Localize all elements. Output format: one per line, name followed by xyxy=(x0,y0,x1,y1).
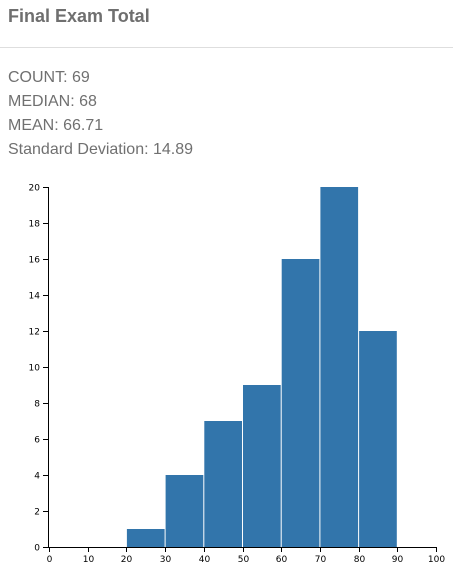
histogram-bar-60-70 xyxy=(281,259,320,547)
divider xyxy=(0,47,453,48)
stat-median: MEDIAN: 68 xyxy=(8,93,97,110)
x-tick-label: 80 xyxy=(354,555,366,565)
y-tick-label: 18 xyxy=(29,220,41,230)
x-tick-label: 50 xyxy=(238,555,250,565)
histogram-bar-80-90 xyxy=(359,331,397,547)
y-tick-label: 20 xyxy=(29,184,41,194)
x-tick-label: 0 xyxy=(47,555,53,565)
x-tick-label: 90 xyxy=(392,555,404,565)
y-tick-label: 2 xyxy=(34,508,40,518)
y-tick-label: 4 xyxy=(34,472,40,482)
y-tick-label: 12 xyxy=(29,328,40,338)
x-tick-label: 70 xyxy=(315,555,327,565)
y-tick-label: 0 xyxy=(34,544,40,554)
histogram-bar-30-40 xyxy=(165,475,204,547)
y-tick-label: 8 xyxy=(34,400,40,410)
x-tick-label: 30 xyxy=(160,555,172,565)
page-title: Final Exam Total xyxy=(8,6,150,26)
histogram-bar-50-60 xyxy=(243,385,281,547)
stats-panel: COUNT: 69 MEDIAN: 68 MEAN: 66.71 Standar… xyxy=(8,66,193,162)
histogram-bar-40-50 xyxy=(204,421,242,547)
x-tick-label: 60 xyxy=(276,555,288,565)
y-tick-label: 16 xyxy=(29,256,41,266)
stat-count: COUNT: 69 xyxy=(8,69,90,86)
histogram-bar-70-80 xyxy=(320,187,359,547)
stat-mean: MEAN: 66.71 xyxy=(8,117,104,134)
y-tick-label: 10 xyxy=(29,364,41,374)
y-tick-label: 6 xyxy=(34,436,40,446)
y-tick-label: 14 xyxy=(29,292,41,302)
x-tick-label: 20 xyxy=(121,555,133,565)
stat-std: Standard Deviation: 14.89 xyxy=(8,141,194,158)
x-tick-label: 100 xyxy=(428,555,445,565)
x-tick-label: 10 xyxy=(83,555,95,565)
histogram-bar-20-30 xyxy=(126,529,165,547)
axes-group: 0 10 20 30 40 50 60 70 80 90 100 0 2 4 6 8 10 12 14 16 18 20 xyxy=(29,184,446,566)
bars-group xyxy=(126,187,397,547)
x-tick-label: 40 xyxy=(199,555,211,565)
